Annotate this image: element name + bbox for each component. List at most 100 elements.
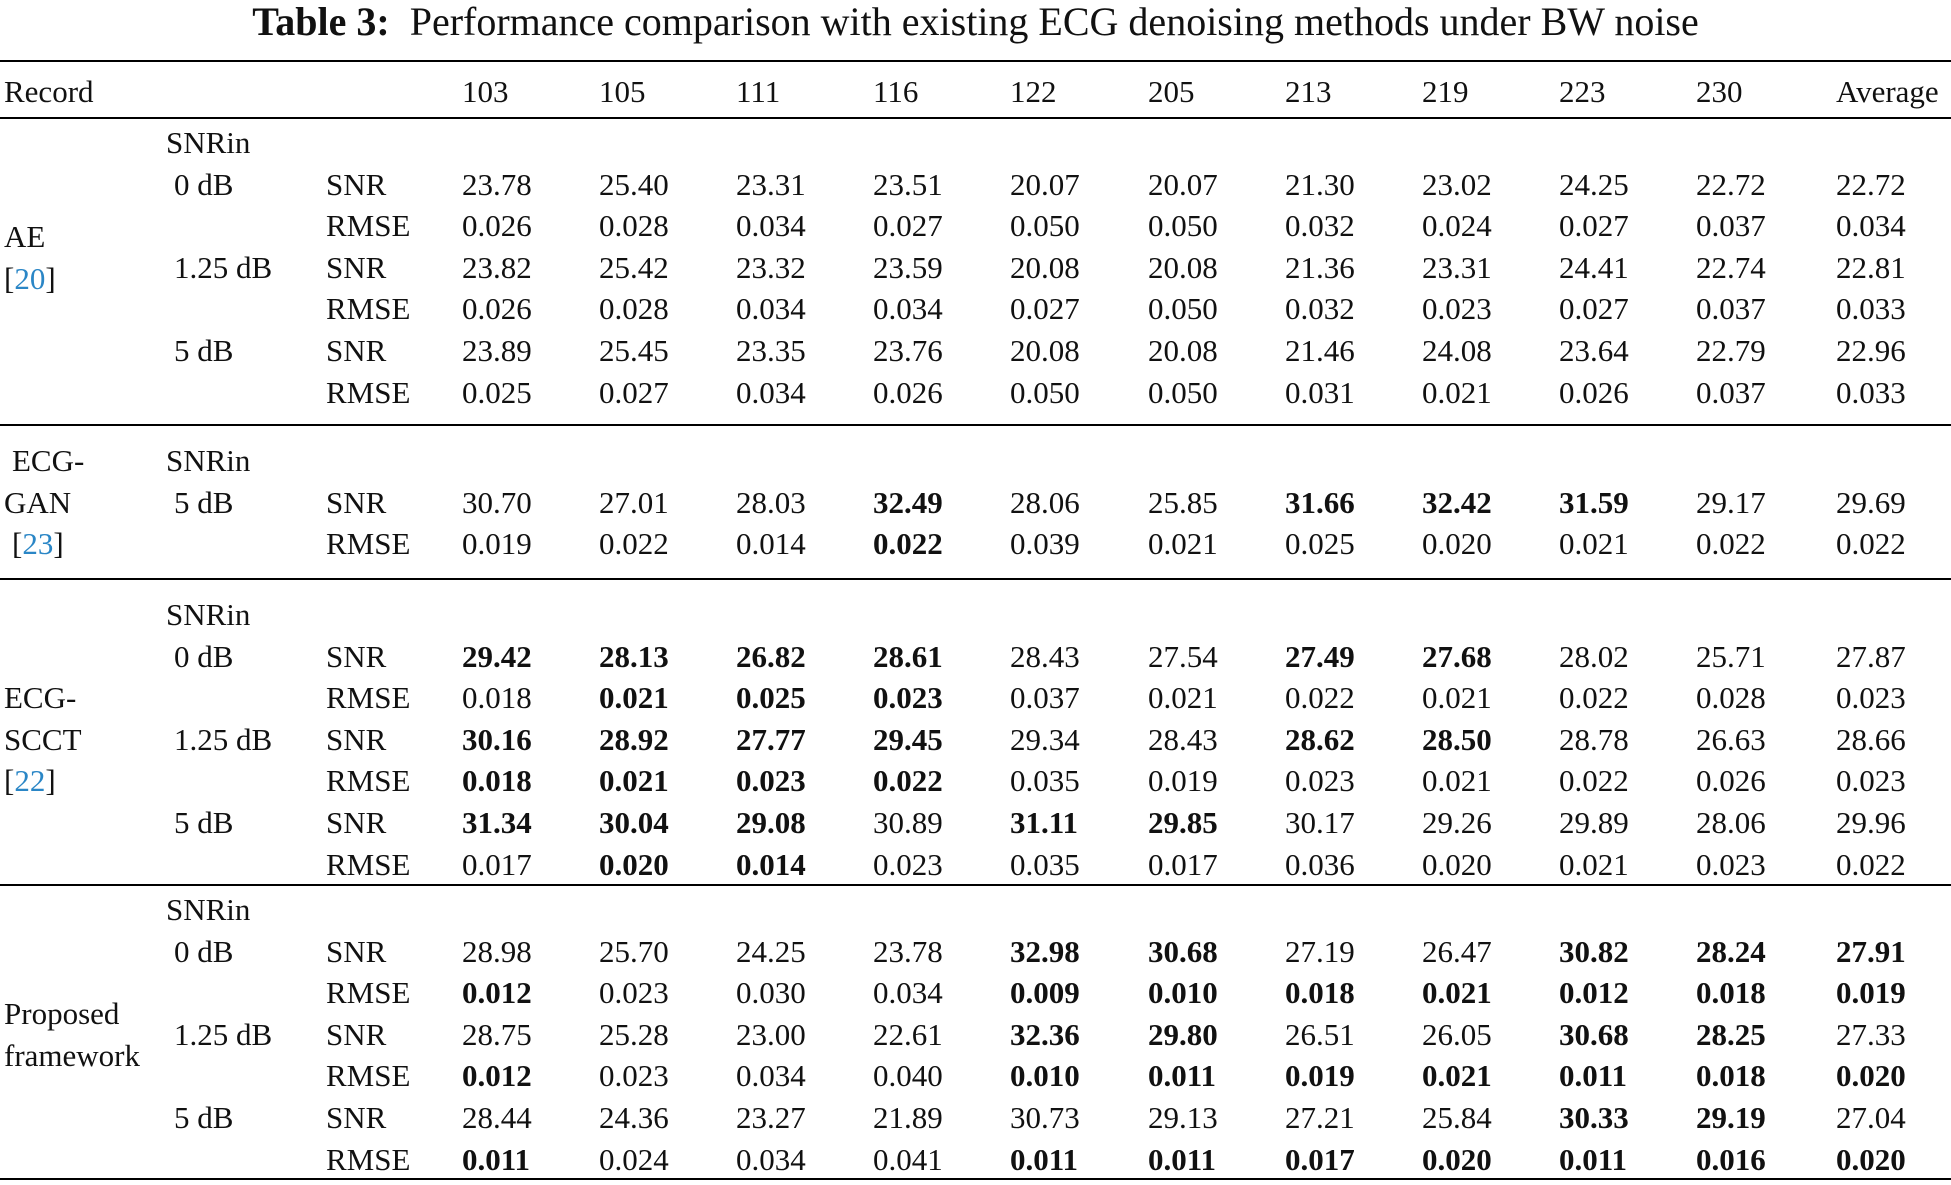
snr-value-cell: 28.98 xyxy=(462,933,532,969)
caption-label: Table 3: xyxy=(252,0,390,44)
snr-value-cell: 30.82 xyxy=(1559,933,1629,969)
rmse-value-cell: 0.020 xyxy=(599,846,669,882)
snr-value-cell: 30.89 xyxy=(873,805,943,840)
rmse-value-cell: 0.023 xyxy=(599,1058,669,1094)
rmse-value-cell: 0.039 xyxy=(1010,526,1080,562)
citation-link[interactable]: 20 xyxy=(14,260,46,296)
header-record-id: 230 xyxy=(1696,74,1743,109)
rmse-value-cell: 0.037 xyxy=(1696,374,1766,410)
snr-value-cell: 23.89 xyxy=(462,333,532,368)
snr-value-cell: 25.28 xyxy=(599,1016,669,1052)
snrin-label: SNRin xyxy=(166,892,251,927)
snr-value-cell: 22.72 xyxy=(1836,166,1906,202)
rmse-value-cell: 0.021 xyxy=(1422,1058,1492,1094)
snr-value-cell: 27.77 xyxy=(736,721,806,757)
rmse-value-cell: 0.018 xyxy=(1696,975,1766,1011)
rmse-value-cell: 0.022 xyxy=(1285,680,1355,716)
metric-label-snr: SNR xyxy=(326,484,387,520)
rmse-value-cell: 0.010 xyxy=(1148,975,1218,1011)
rmse-value-cell: 0.021 xyxy=(599,680,669,716)
metric-label-rmse: RMSE xyxy=(326,975,411,1011)
rmse-value-cell: 0.018 xyxy=(462,763,532,799)
header-rule xyxy=(0,117,1951,119)
snr-value-cell: 27.49 xyxy=(1285,638,1355,674)
snr-value-cell: 21.46 xyxy=(1285,333,1355,368)
rmse-value-cell: 0.022 xyxy=(1559,763,1629,799)
metric-label-snr: SNR xyxy=(326,638,387,674)
header-record-id: 219 xyxy=(1422,74,1469,109)
snr-value-cell: 28.78 xyxy=(1559,721,1629,757)
snr-value-cell: 20.08 xyxy=(1148,333,1218,368)
rmse-value-cell: 0.019 xyxy=(1285,1058,1355,1094)
rmse-value-cell: 0.017 xyxy=(1148,846,1218,882)
rmse-value-cell: 0.034 xyxy=(736,374,806,410)
metric-label-snr: SNR xyxy=(326,1016,387,1052)
method-citation: [22] xyxy=(4,763,56,799)
rmse-value-cell: 0.035 xyxy=(1010,846,1080,882)
header-record-id: 205 xyxy=(1148,74,1195,109)
rmse-value-cell: 0.021 xyxy=(1559,846,1629,882)
snr-value-cell: 21.36 xyxy=(1285,249,1355,285)
rmse-value-cell: 0.010 xyxy=(1010,1058,1080,1094)
snr-value-cell: 27.54 xyxy=(1148,638,1218,674)
snr-value-cell: 32.98 xyxy=(1010,933,1080,969)
method-name-line: GAN xyxy=(4,484,72,520)
rmse-value-cell: 0.034 xyxy=(736,208,806,244)
snr-value-cell: 27.01 xyxy=(599,484,669,520)
snr-value-cell: 30.17 xyxy=(1285,805,1355,840)
rmse-value-cell: 0.026 xyxy=(1696,763,1766,799)
metric-label-rmse: RMSE xyxy=(326,208,411,244)
metric-label-snr: SNR xyxy=(326,805,387,840)
snr-value-cell: 25.42 xyxy=(599,249,669,285)
snr-value-cell: 21.30 xyxy=(1285,166,1355,202)
rmse-value-cell: 0.019 xyxy=(1836,975,1906,1011)
rmse-value-cell: 0.026 xyxy=(873,374,943,410)
table-caption: Table 3: Performance comparison with exi… xyxy=(0,0,1951,48)
snr-value-cell: 20.08 xyxy=(1148,249,1218,285)
metric-label-snr: SNR xyxy=(326,1100,387,1135)
citation-link[interactable]: 22 xyxy=(14,763,46,799)
snr-value-cell: 28.43 xyxy=(1148,721,1218,757)
rmse-value-cell: 0.037 xyxy=(1696,208,1766,244)
method-name-line: framework xyxy=(4,1037,140,1073)
snr-value-cell: 31.11 xyxy=(1010,805,1079,840)
snr-value-cell: 28.06 xyxy=(1696,805,1766,840)
rmse-value-cell: 0.014 xyxy=(736,846,806,882)
snr-value-cell: 24.41 xyxy=(1559,249,1629,285)
rmse-value-cell: 0.019 xyxy=(462,526,532,562)
snr-value-cell: 23.78 xyxy=(462,166,532,202)
snr-value-cell: 24.08 xyxy=(1422,333,1492,368)
snr-value-cell: 25.40 xyxy=(599,166,669,202)
rmse-value-cell: 0.023 xyxy=(1836,763,1906,799)
rmse-value-cell: 0.037 xyxy=(1010,680,1080,716)
rmse-value-cell: 0.022 xyxy=(1836,846,1906,882)
snr-value-cell: 25.71 xyxy=(1696,638,1766,674)
snr-value-cell: 22.79 xyxy=(1696,333,1766,368)
snr-value-cell: 22.72 xyxy=(1696,166,1766,202)
rmse-value-cell: 0.022 xyxy=(873,763,943,799)
snr-value-cell: 23.59 xyxy=(873,249,943,285)
rmse-value-cell: 0.020 xyxy=(1836,1058,1906,1094)
snr-value-cell: 27.21 xyxy=(1285,1100,1355,1135)
header-record-id: 122 xyxy=(1010,74,1057,109)
snr-value-cell: 22.96 xyxy=(1836,333,1906,368)
snr-in-level: 5 dB xyxy=(174,333,234,368)
citation-link[interactable]: 23 xyxy=(22,526,54,562)
snr-value-cell: 22.81 xyxy=(1836,249,1906,285)
rmse-value-cell: 0.036 xyxy=(1285,846,1355,882)
rmse-value-cell: 0.050 xyxy=(1148,291,1218,327)
snrin-label: SNRin xyxy=(166,597,251,632)
rmse-value-cell: 0.026 xyxy=(1559,374,1629,410)
snr-value-cell: 30.68 xyxy=(1148,933,1218,969)
header-record-id: 105 xyxy=(599,74,646,109)
section-rule xyxy=(0,1178,1951,1180)
rmse-value-cell: 0.028 xyxy=(1696,680,1766,716)
snr-value-cell: 31.59 xyxy=(1559,484,1629,520)
metric-label-rmse: RMSE xyxy=(326,1058,411,1094)
snr-value-cell: 31.66 xyxy=(1285,484,1355,520)
snr-value-cell: 23.32 xyxy=(736,249,806,285)
rmse-value-cell: 0.017 xyxy=(1285,1141,1355,1177)
rmse-value-cell: 0.027 xyxy=(1559,208,1629,244)
rmse-value-cell: 0.022 xyxy=(873,526,943,562)
rmse-value-cell: 0.026 xyxy=(462,208,532,244)
